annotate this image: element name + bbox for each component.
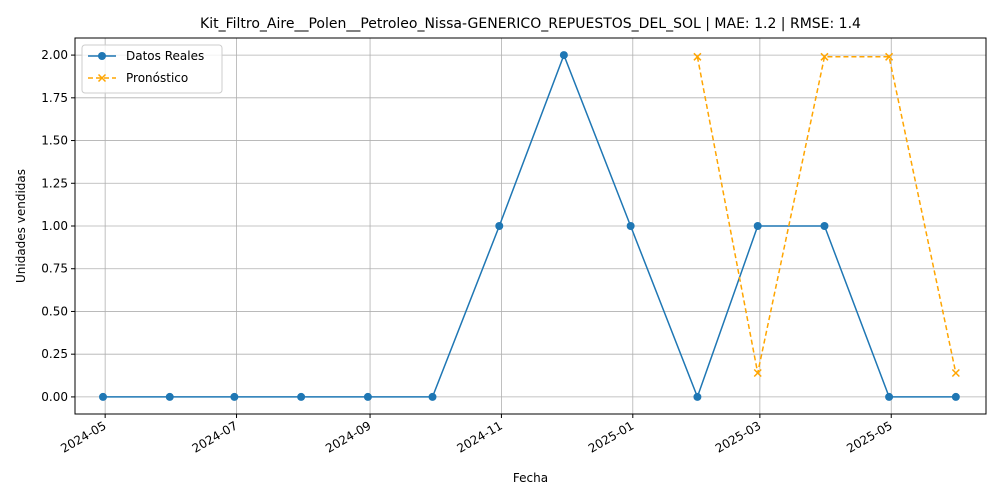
y-tick-label: 0.75 [41,262,68,276]
y-tick-label: 1.00 [41,219,68,233]
data-point [165,392,174,401]
data-point [297,392,306,401]
series-layer [98,51,960,401]
legend-label-pronostico: Pronóstico [126,71,188,85]
y-tick-label: 1.50 [41,134,68,148]
data-point [428,392,437,401]
y-tick-label: 0.00 [41,390,68,404]
data-point [693,52,702,61]
data-point [753,368,762,378]
data-point [951,392,960,401]
data-point [559,51,568,60]
legend: Datos Reales Pronóstico [81,44,223,94]
data-point [885,392,894,401]
data-point [98,392,107,401]
data-point [820,52,829,61]
data-point [885,52,894,61]
data-point [820,222,829,230]
data-point [693,392,702,401]
legend-marker-pronostico [97,73,107,83]
y-tick-label: 1.75 [41,91,68,105]
x-axis-label: Fecha [513,471,548,485]
data-point [951,368,960,378]
legend-box [81,44,223,94]
y-tick-label: 2.00 [41,48,68,62]
y-tick-label: 0.50 [41,304,68,318]
y-axis-ticks: 0.00 0.25 0.50 0.75 1.00 1.25 1.50 1.75 2.00 [41,48,75,404]
legend-marker-datos-reales [98,52,106,60]
y-axis-label: Unidades vendidas [14,169,28,283]
y-tick-label: 0.25 [41,347,68,361]
data-point [626,222,635,230]
y-tick-label: 1.25 [41,176,68,190]
series-line-0 [103,53,956,400]
data-point [753,222,762,230]
data-point [230,392,239,401]
legend-label-datos-reales: Datos Reales [126,49,204,63]
chart-title: Kit_Filtro_Aire__Polen__Petroleo_Nissa-G… [200,16,861,32]
data-point [363,392,372,401]
data-point [495,222,504,230]
series-line-1 [696,56,957,374]
